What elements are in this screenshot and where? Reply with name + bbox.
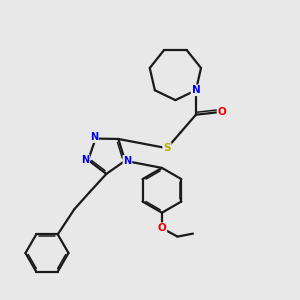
Text: N: N	[123, 156, 131, 166]
Text: N: N	[192, 85, 200, 95]
Text: N: N	[90, 132, 98, 142]
Text: O: O	[218, 107, 226, 117]
Text: S: S	[163, 143, 171, 153]
Text: O: O	[158, 223, 166, 233]
Text: N: N	[81, 155, 89, 165]
